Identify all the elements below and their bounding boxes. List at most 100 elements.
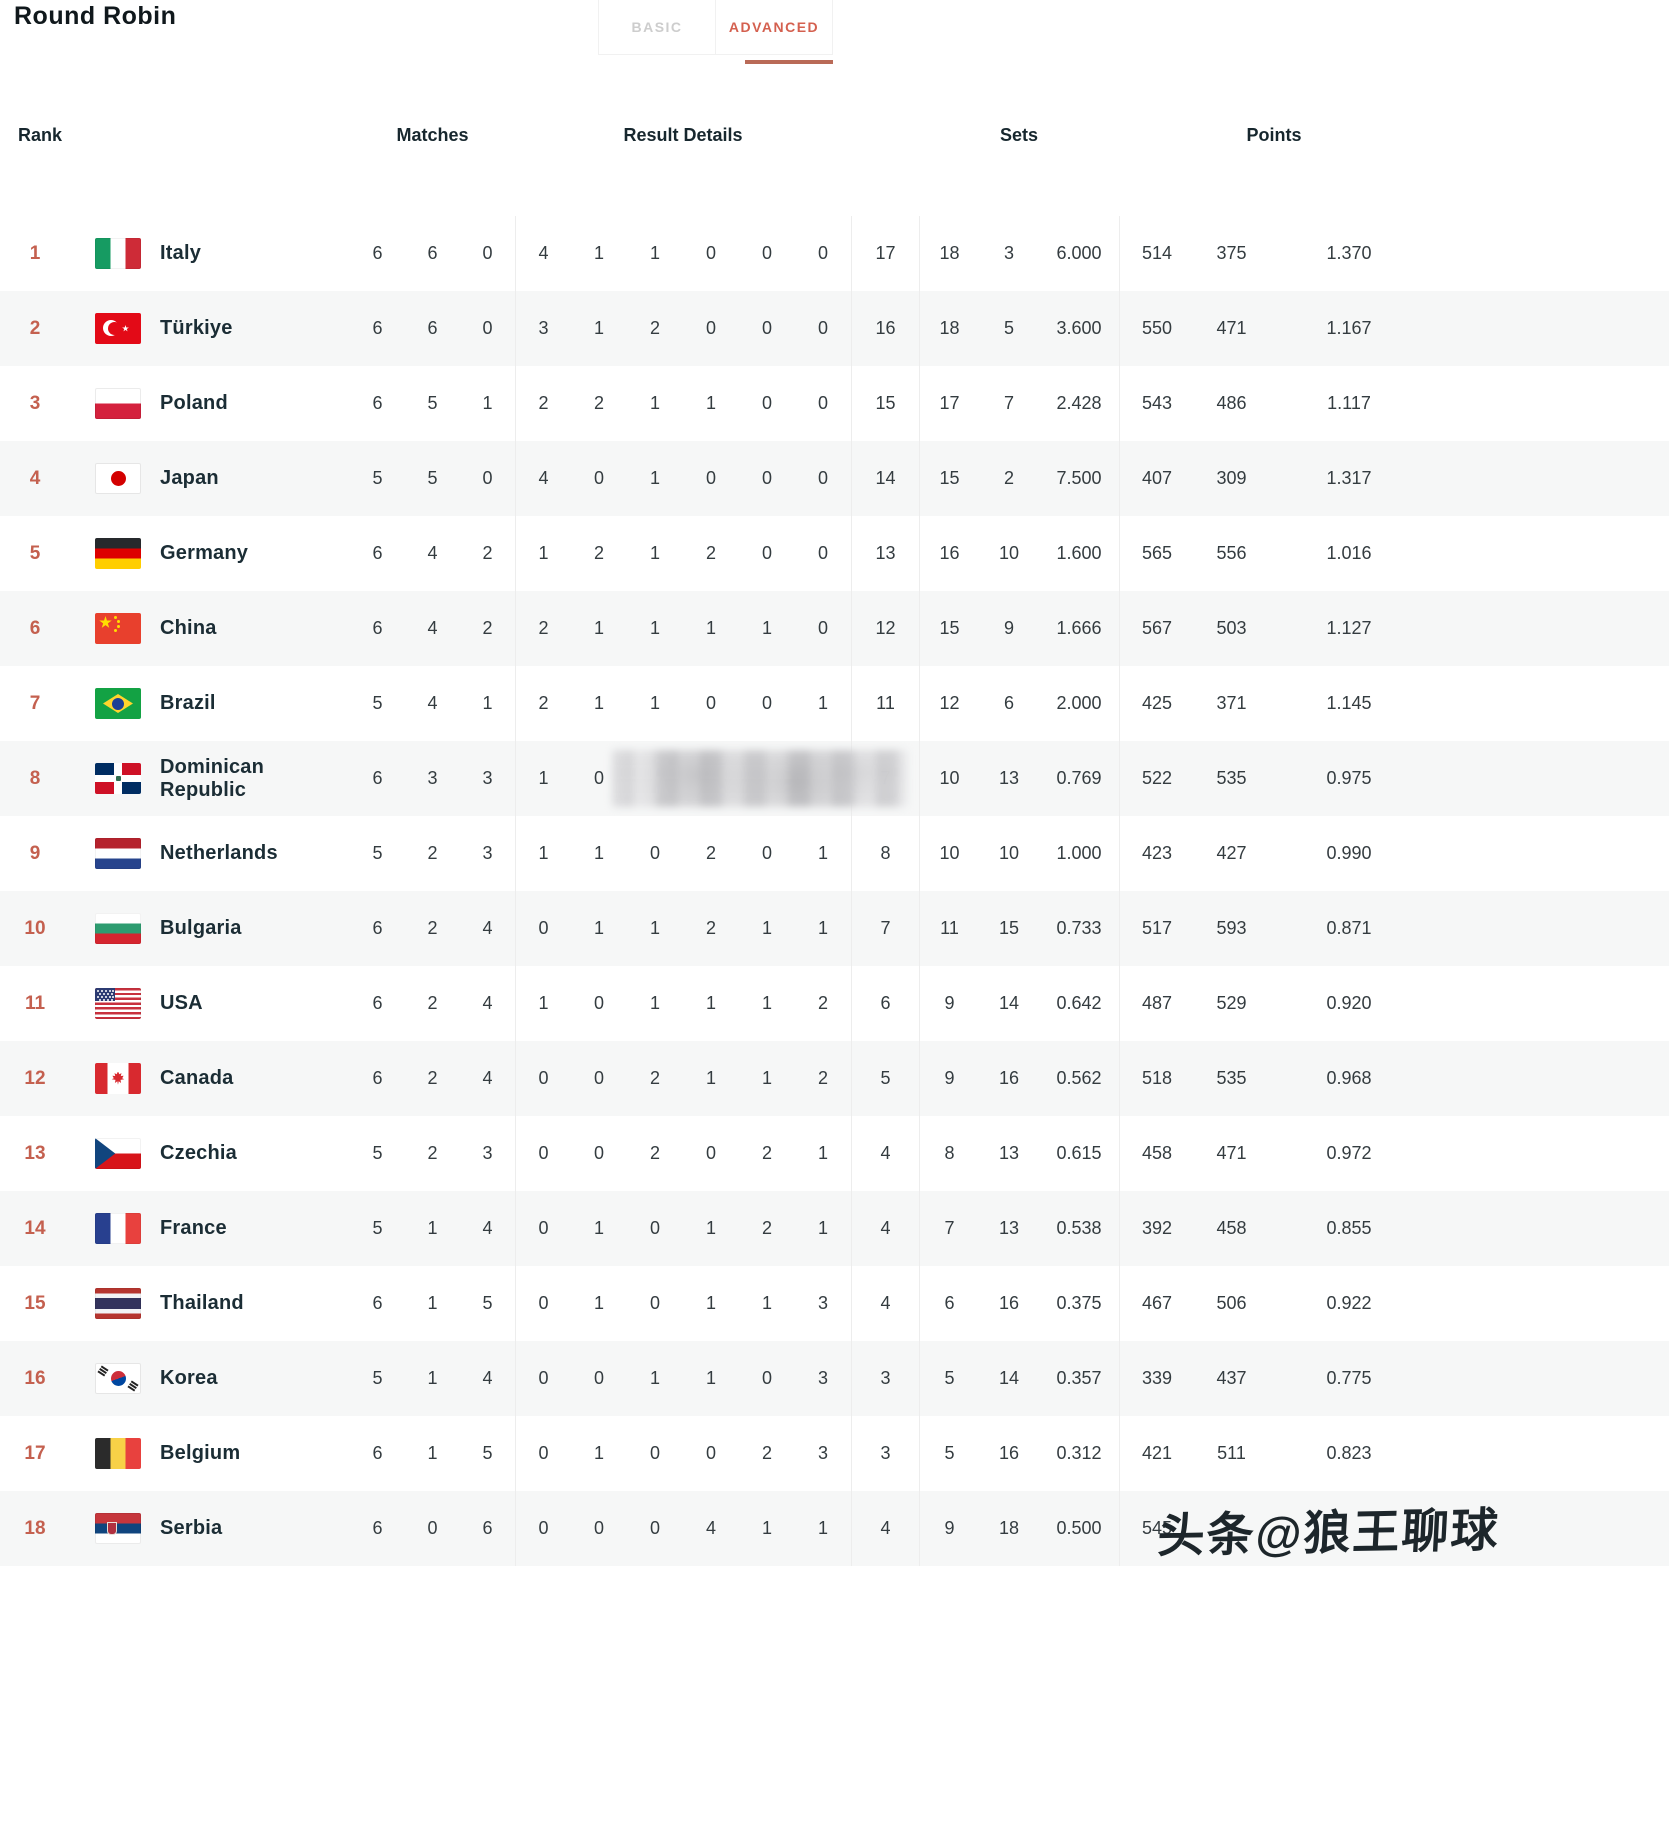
result-1-3: 0 [761,393,772,413]
table-row[interactable]: 4 Japan 5 5 0 4 0 1 0 0 0 14 15 2 7.500 … [0,441,1669,516]
table-row[interactable]: 7 Brazil 5 4 1 2 1 1 0 0 1 11 12 6 2.000… [0,666,1669,741]
result-3-1: 1 [593,243,604,263]
match-points: 16 [851,291,919,366]
points-conceded: 511 [1217,1443,1246,1463]
sets-ratio: 2.428 [1056,393,1102,413]
sets-lost: 7 [1003,393,1014,413]
sets-lost: 16 [998,1443,1020,1463]
result-3-0: 1 [515,741,571,816]
result-3-1: 1 [593,1218,604,1238]
flag-cell [70,741,160,816]
sets-won: 18 [919,216,979,291]
result-3-1: 2 [593,393,604,413]
country-name: Czechia [160,1142,237,1164]
table-row[interactable]: 11 USA 6 2 4 1 0 1 1 1 2 6 9 14 0.642 48… [0,966,1669,1041]
flag-cell [70,1116,160,1191]
matches-won: 2 [427,843,438,863]
points-ratio: 1.167 [1326,318,1372,338]
result-3-1: 0 [593,1068,604,1088]
table-row[interactable]: 8 Dominican Republic 6 3 3 1 0 7 10 13 0… [0,741,1669,816]
table-row[interactable]: 10 Bulgaria 6 2 4 0 1 1 2 1 1 7 11 15 0.… [0,891,1669,966]
result-1-3: 1 [761,1293,772,1313]
table-row[interactable]: 3 Poland 6 5 1 2 2 1 1 0 0 15 17 7 2.428… [0,366,1669,441]
header-spacer [70,118,350,152]
result-1-3: 1 [761,1068,772,1088]
result-3-2: 0 [649,1218,660,1238]
points-scored: 458 [1119,1116,1194,1191]
flag-korea [95,1363,141,1394]
country-name: Germany [160,542,249,564]
sets-won: 10 [919,816,979,891]
table-row[interactable]: 15 Thailand 6 1 5 0 1 0 1 1 3 4 6 16 0.3… [0,1266,1669,1341]
sets-lost: 2 [1003,468,1014,488]
result-1-3: 2 [761,1143,772,1163]
matches-played: 5 [372,843,383,863]
matches-won: 2 [427,918,438,938]
result-3-1: 1 [593,843,604,863]
table-row[interactable]: 2 Türkiye 6 6 0 3 1 2 0 0 0 16 18 5 3.60… [0,291,1669,366]
sets-ratio: 0.562 [1056,1068,1102,1088]
result-1-3: 0 [761,543,772,563]
result-3-1: 0 [593,993,604,1013]
matches-lost: 4 [482,1218,493,1238]
header-spacer-pts [851,118,919,152]
matches-lost: 5 [482,1293,493,1313]
table-row[interactable]: 13 Czechia 5 2 3 0 0 2 0 2 1 4 8 13 0.61… [0,1116,1669,1191]
rank-value: 16 [24,1367,46,1389]
sets-lost: 3 [1003,243,1014,263]
matches-played: 6 [372,768,383,788]
sets-ratio: 6.000 [1056,243,1102,263]
rank-value: 7 [29,692,41,714]
flag-czechia [95,1138,141,1169]
matches-won: 2 [427,1068,438,1088]
result-3-1: 1 [593,1293,604,1313]
matches-lost: 1 [482,693,493,713]
sets-lost: 13 [998,1218,1020,1238]
points-scored: 487 [1119,966,1194,1041]
table-row[interactable]: 18 Serbia 6 0 6 0 0 0 4 1 1 4 9 18 0.500… [0,1491,1669,1566]
table-row[interactable]: 16 Korea 5 1 4 0 0 1 1 0 3 3 5 14 0.357 … [0,1341,1669,1416]
table-row[interactable]: 12 Canada 6 2 4 0 0 2 1 1 2 5 9 16 0.562… [0,1041,1669,1116]
result-0-3: 1 [817,843,828,863]
result-1-3: 2 [761,1218,772,1238]
tab-advanced[interactable]: ADVANCED [728,19,820,35]
result-1-3: 1 [761,993,772,1013]
table-row[interactable]: 1 Italy 6 6 0 4 1 1 0 0 0 17 18 3 6.000 … [0,216,1669,291]
table-row[interactable]: 9 Netherlands 5 2 3 1 1 0 2 0 1 8 10 10 … [0,816,1669,891]
match-points: 15 [851,366,919,441]
standings-table: 1 Italy 6 6 0 4 1 1 0 0 0 17 18 3 6.000 … [0,216,1669,1566]
country-name: Dominican Republic [160,755,265,801]
country-name: Canada [160,1067,234,1089]
sets-won: 17 [919,366,979,441]
result-1-3: 0 [761,318,772,338]
points-ratio: 0.975 [1326,768,1372,788]
result-3-1: 0 [593,468,604,488]
country-name: Serbia [160,1517,223,1539]
points-conceded: 535 [1216,1068,1247,1088]
rank-value: 17 [24,1442,46,1464]
table-row[interactable]: 5 Germany 6 4 2 1 2 1 2 0 0 13 16 10 1.6… [0,516,1669,591]
sets-lost: 13 [998,1143,1020,1163]
matches-played: 5 [372,693,383,713]
table-row[interactable]: 17 Belgium 6 1 5 0 1 0 0 2 3 3 5 16 0.31… [0,1416,1669,1491]
result-3-0: 4 [515,441,571,516]
sets-ratio: 1.000 [1056,843,1102,863]
table-row[interactable]: 6 China 6 4 2 2 1 1 1 1 0 12 15 9 1.666 … [0,591,1669,666]
result-2-3: 2 [705,843,716,863]
rank-value: 3 [29,392,41,414]
matches-played: 6 [372,918,383,938]
flag-cell [70,441,160,516]
tab-basic[interactable]: BASIC [599,0,716,54]
table-row[interactable]: 14 France 5 1 4 0 1 0 1 2 1 4 7 13 0.538… [0,1191,1669,1266]
result-2-3: 2 [705,918,716,938]
result-2-3: 1 [705,1218,716,1238]
sets-ratio: 1.600 [1056,543,1102,563]
country-name: Brazil [160,692,216,714]
result-3-2: 1 [649,468,660,488]
flag-cell [70,891,160,966]
points-ratio: 0.871 [1326,918,1372,938]
result-3-1: 0 [593,1143,604,1163]
country-name: Japan [160,467,219,489]
matches-won: 1 [427,1368,438,1388]
result-1-3: 1 [761,1518,772,1538]
